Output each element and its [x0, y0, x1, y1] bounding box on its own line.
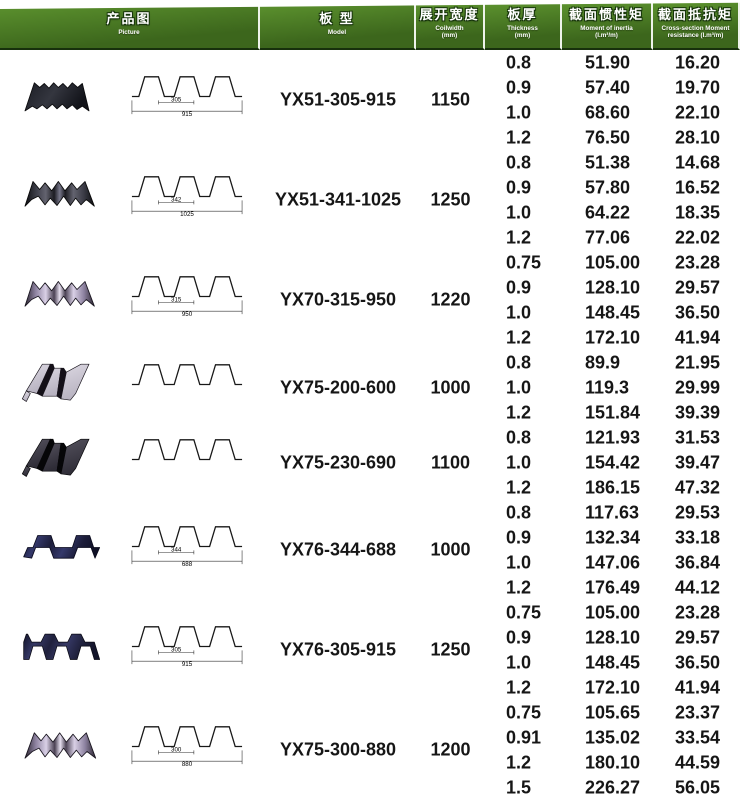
- svg-text:305: 305: [171, 646, 182, 653]
- svg-text:1025: 1025: [180, 211, 194, 218]
- svg-text:344: 344: [171, 546, 182, 553]
- svg-text:305: 305: [171, 96, 182, 103]
- svg-text:315: 315: [171, 296, 182, 303]
- svg-text:880: 880: [182, 761, 193, 768]
- svg-text:915: 915: [182, 661, 193, 668]
- svg-text:300: 300: [171, 746, 182, 753]
- svg-text:688: 688: [182, 561, 193, 568]
- svg-text:950: 950: [182, 311, 193, 318]
- svg-text:342: 342: [171, 196, 182, 203]
- svg-text:915: 915: [182, 111, 193, 118]
